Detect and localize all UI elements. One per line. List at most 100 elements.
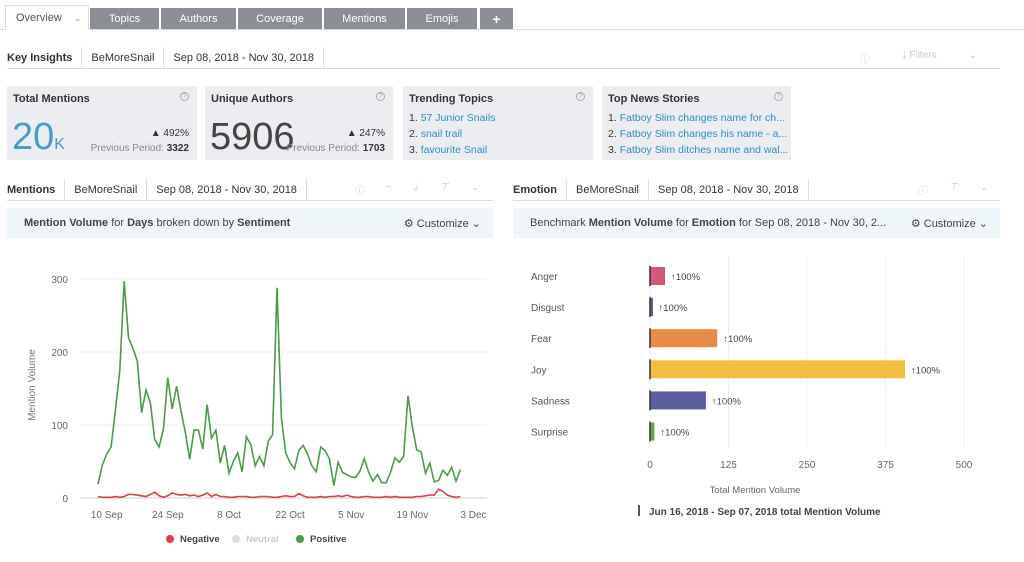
data-label: ↑100% [712,396,742,407]
data-label: ↑100% [671,272,701,283]
x-tick-label: 500 [956,460,973,471]
info-icon[interactable]: ⓘ [860,54,871,65]
card-total-mentions: Total Mentions? 20K ▲ 492% Previous Peri… [7,86,197,160]
brand-label[interactable]: BeMoreSnail [82,47,165,68]
topic-link[interactable]: 57 Junior Snails [420,112,496,124]
chevron-down-icon: ⌄ [978,218,988,230]
x-tick-label: 22 Oct [275,510,305,521]
chevron-down-icon: ⌄ [471,218,481,230]
info-icon[interactable]: ⓘ [353,186,364,197]
filters-button[interactable]: ⤓ Filters [902,50,937,61]
total-mentions-value: 20 [12,116,55,158]
topic-link[interactable]: favourite Snail [420,144,488,156]
chevron-down-icon[interactable]: ⌄ [968,50,977,61]
legend-label: Negative [180,534,220,545]
news-link[interactable]: Fatboy Slim changes his name - a... [619,128,788,140]
brand-label[interactable]: BeMoreSnail [567,179,649,200]
brand-label[interactable]: BeMoreSnail [65,179,148,200]
news-link[interactable]: Fatboy Slim changes name for ch... [619,112,785,124]
bar-disgust [650,298,653,317]
gear-icon: ⚙ [910,218,921,230]
series-line-negative [97,488,461,499]
bar-fear [650,329,718,348]
x-tick-label: 375 [877,460,894,471]
tab-topics[interactable]: Topics [90,8,159,29]
gear-icon: ⚙ [403,218,414,230]
x-axis-title: Total Mention Volume [710,485,801,496]
customize-button[interactable]: ⚙ Customize ⌄ [910,218,988,230]
x-tick-label: 19 Nov [397,510,429,521]
x-tick-label: 250 [799,460,816,471]
tab-mentions[interactable]: Mentions [324,8,405,29]
chevron-down-icon[interactable]: ⌄ [470,182,479,193]
bar-sadness [650,391,706,410]
category-label: Sadness [531,396,570,407]
chevron-down-icon[interactable]: ⌄ [979,182,988,193]
change-badge: ▲ 247% [346,128,385,139]
help-icon[interactable]: ? [774,92,783,101]
x-tick-label: 24 Sep [152,510,184,521]
emotion-header: Emotion BeMoreSnail Sep 08, 2018 - Nov 3… [513,179,1000,201]
tab-authors[interactable]: Authors [161,8,236,29]
emotion-subtitle: Benchmark Mention Volume for Emotion for… [513,208,1000,238]
legend-marker [296,535,304,543]
help-icon[interactable]: ? [180,92,189,101]
data-label: ↑100% [723,334,753,345]
tab-bar: Overview ⌄ Topics Authors Coverage Mentio… [0,0,1024,30]
change-badge: ▲ 492% [150,128,189,139]
news-link[interactable]: Fatboy Slim ditches name and wal... [619,144,789,156]
help-icon[interactable]: ? [576,92,585,101]
date-range[interactable]: Sep 08, 2018 - Nov 30, 2018 [147,179,307,200]
filter-icon[interactable]: ⊤ [439,182,449,193]
bar-surprise [650,422,655,441]
benchmark-note: Jun 16, 2018 - Sep 07, 2018 total Mentio… [649,507,881,518]
y-tick-label: 0 [62,494,68,505]
x-tick-label: 10 Sep [91,510,123,521]
card-top-news: Top News Stories? 1. Fatboy Slim changes… [602,86,791,160]
tab-coverage[interactable]: Coverage [238,8,322,29]
info-icon[interactable]: ⓘ [916,186,927,197]
category-label: Fear [531,334,552,345]
topic-link[interactable]: snail trail [420,128,463,140]
legend-label: Positive [310,534,346,545]
mentions-header: Mentions BeMoreSnail Sep 08, 2018 - Nov … [7,179,493,201]
legend-marker [166,535,174,543]
key-insights-title: Key Insights [7,47,83,68]
x-tick-label: 0 [647,460,653,471]
chevron-down-icon[interactable]: ⌄ [74,12,82,23]
unique-authors-value: 5906 [210,116,295,158]
help-icon[interactable]: ? [376,92,385,101]
x-tick-label: 8 Oct [217,510,241,521]
x-tick-label: 125 [720,460,737,471]
data-label: ↑100% [911,365,941,376]
date-range[interactable]: Sep 08, 2018 - Nov 30, 2018 [164,47,325,68]
filter-icon[interactable]: ⊤ [948,182,958,193]
category-label: Anger [531,272,558,283]
y-axis-title: Mention Volume [27,349,38,421]
x-tick-label: 5 Nov [338,510,364,521]
add-tab-button[interactable]: + [480,8,513,29]
bar-joy [650,360,905,379]
key-insights-header: Key Insights BeMoreSnail Sep 08, 2018 - … [7,47,1000,69]
tab-overview[interactable]: Overview ⌄ [5,5,89,30]
card-trending-topics: Trending Topics? 1. 57 Junior Snails 2. … [403,86,593,160]
category-label: Joy [531,365,547,376]
trend-icon[interactable]: ~ [385,182,392,193]
download-icon[interactable]: ⤓ [413,182,418,193]
y-tick-label: 100 [51,421,68,432]
bar-anger [650,267,666,285]
date-range[interactable]: Sep 08, 2018 - Nov 30, 2018 [649,179,809,200]
y-tick-label: 300 [51,275,68,286]
legend-marker [232,535,240,543]
y-tick-label: 200 [51,348,68,359]
x-tick-label: 3 Dec [460,510,486,521]
legend-label: Neutral [246,534,279,545]
mentions-subtitle: Mention Volume for Days broken down by S… [7,208,493,238]
data-label: ↑100% [660,428,690,439]
category-label: Disgust [531,303,565,314]
tab-emojis[interactable]: Emojis [407,8,477,29]
data-label: ↑100% [659,303,689,314]
customize-button[interactable]: ⚙ Customize ⌄ [403,218,481,230]
category-label: Surprise [531,428,569,439]
